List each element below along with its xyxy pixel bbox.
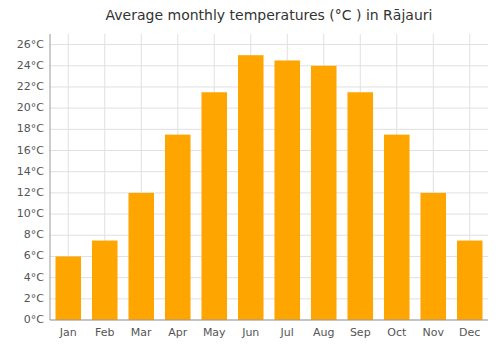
y-tick-label: 16°C	[17, 144, 44, 157]
x-tick-label: Jan	[59, 326, 77, 339]
x-tick-label: Feb	[95, 326, 114, 339]
y-grid-line	[50, 150, 488, 151]
y-grid-line	[50, 171, 488, 172]
y-tick-label: 0°C	[24, 313, 44, 326]
bars	[55, 55, 482, 320]
y-tick-label: 20°C	[17, 101, 44, 114]
y-tick-label: 18°C	[17, 122, 44, 135]
y-tick-label: 8°C	[24, 228, 44, 241]
bar	[238, 55, 264, 320]
y-tick-label: 10°C	[17, 207, 44, 220]
x-tick-label: Oct	[387, 326, 407, 339]
grid	[50, 34, 488, 320]
x-tick-label: Nov	[423, 326, 445, 339]
y-tick-label: 26°C	[17, 38, 44, 51]
chart-container: 0°C 2°C 4°C 6°C 8°C 10°C 12°C 14°C 16°C 18°C 20°C 2…	[0, 0, 500, 350]
x-tick-label: Jul	[280, 326, 294, 339]
bar	[384, 135, 410, 320]
x-tick-label: Aug	[313, 326, 334, 339]
bar	[274, 60, 300, 320]
x-tick-label: Apr	[168, 326, 188, 339]
bar	[55, 256, 81, 320]
x-tick-label: Dec	[459, 326, 480, 339]
x-tick-label: Jun	[241, 326, 259, 339]
bar	[165, 135, 191, 320]
y-tick-label: 22°C	[17, 80, 44, 93]
x-tick-label: Sep	[350, 326, 371, 339]
y-tick-label: 12°C	[17, 186, 44, 199]
y-grid-line	[50, 108, 488, 109]
y-tick-label: 24°C	[17, 59, 44, 72]
x-tick-label: Mar	[131, 326, 152, 339]
y-axis-line	[50, 34, 51, 320]
bar	[311, 66, 337, 320]
y-grid-line	[50, 86, 488, 87]
y-grid-line	[50, 44, 488, 45]
x-axis-line	[50, 320, 488, 321]
bar	[347, 92, 373, 320]
bar	[128, 193, 154, 320]
y-tick-label: 14°C	[17, 165, 44, 178]
bar	[201, 92, 227, 320]
y-grid-line	[50, 320, 488, 321]
y-tick-label: 4°C	[24, 271, 44, 284]
bar	[92, 241, 118, 320]
y-tick-label: 6°C	[24, 249, 44, 262]
bar	[420, 193, 446, 320]
y-grid-line	[50, 129, 488, 130]
bar	[457, 241, 483, 320]
y-tick-label: 2°C	[24, 292, 44, 305]
chart-svg: 0°C 2°C 4°C 6°C 8°C 10°C 12°C 14°C 16°C 18°C 20°C 2…	[0, 0, 500, 350]
chart-title: Average monthly temperatures (°C ) in Rā…	[106, 7, 433, 23]
y-grid-line	[50, 65, 488, 66]
x-tick-label: May	[203, 326, 226, 339]
